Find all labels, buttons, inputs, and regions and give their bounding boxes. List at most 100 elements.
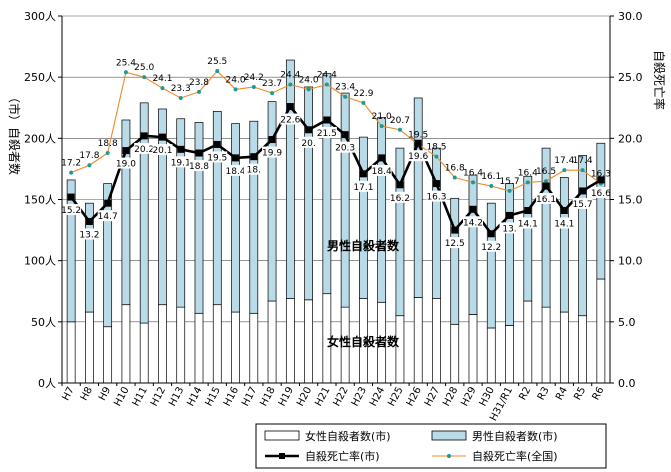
label-national-rate: 16.4 <box>463 168 483 178</box>
bar-female <box>103 326 113 384</box>
label-city-rate: 12.5 <box>445 239 465 249</box>
x-tick-label: H12 <box>149 385 168 408</box>
bar-male <box>468 174 478 315</box>
label-national-rate: 20.7 <box>390 116 410 126</box>
bar-female <box>596 278 606 384</box>
x-tick-label: R2 <box>517 385 533 402</box>
point-national-rate <box>306 87 311 92</box>
label-bg-city-rate <box>426 190 447 202</box>
point-national-rate <box>270 91 275 96</box>
right-tick-label: 30.0 <box>618 10 643 23</box>
left-tick-label: 300人 <box>24 10 56 23</box>
label-national-rate: 23.3 <box>171 84 191 94</box>
point-national-rate <box>471 180 475 185</box>
point-national-rate <box>361 100 366 105</box>
label-national-rate: 17.4 <box>554 156 574 166</box>
legend-swatch-female <box>264 430 300 441</box>
label-bg-city-rate <box>97 210 118 222</box>
legend-label-city-rate: 自殺死亡率(市) <box>305 449 380 463</box>
label-national-rate: 24.1 <box>152 74 172 84</box>
label-city-rate: 19.0 <box>116 160 136 170</box>
label-city-rate: 15.2 <box>61 206 81 216</box>
point-national-rate <box>69 170 74 175</box>
point-city-rate <box>560 207 568 215</box>
x-tick-label: H17 <box>240 385 259 408</box>
label-bg-city-rate <box>408 150 429 162</box>
label-bg-city-rate <box>353 180 374 192</box>
bar-male <box>432 147 441 299</box>
label-national-rate: 25.0 <box>134 63 154 73</box>
point-city-rate <box>323 116 331 124</box>
bar-male <box>267 101 277 302</box>
label-national-rate: 16.5 <box>536 167 556 177</box>
point-city-rate <box>177 145 185 153</box>
label-national-rate: 19.5 <box>408 130 428 140</box>
point-city-rate <box>122 147 130 155</box>
label-city-rate: 14.1 <box>518 220 538 230</box>
x-tick-label: H10 <box>112 385 131 408</box>
point-city-rate <box>359 170 367 178</box>
bar-male <box>359 136 368 299</box>
bar-female <box>121 304 131 384</box>
label-city-rate: 18.8 <box>189 162 209 172</box>
x-tick-label: H16 <box>222 385 241 408</box>
point-national-rate <box>178 95 183 100</box>
label-national-rate: 16.4 <box>518 168 538 178</box>
point-city-rate <box>305 126 313 134</box>
x-tick-label: H20 <box>295 385 314 408</box>
x-tick-label: H18 <box>258 385 277 408</box>
label-city-rate: 13. <box>502 224 516 234</box>
bar-male <box>523 175 533 302</box>
point-national-rate <box>525 180 530 185</box>
label-city-rate: 22.6 <box>280 116 300 126</box>
bar-male <box>158 108 167 306</box>
bar-male <box>596 142 606 280</box>
label-city-rate: 16.6 <box>591 189 611 199</box>
label-national-rate: 18.5 <box>426 143 446 153</box>
legend-marker-city-rate <box>279 453 285 459</box>
left-tick-label: 50人 <box>31 316 56 329</box>
point-national-rate <box>87 163 92 168</box>
x-tick-label: H26 <box>405 385 424 408</box>
label-national-rate: 21.0 <box>372 112 392 122</box>
label-bg-city-rate <box>499 222 520 234</box>
bar-female <box>468 314 478 384</box>
bar-male <box>450 197 460 325</box>
label-bg-city-rate <box>170 156 191 168</box>
label-national-rate: 23.4 <box>335 83 355 93</box>
point-national-rate <box>142 75 147 80</box>
label-city-rate: 14.1 <box>554 220 574 230</box>
point-city-rate <box>140 132 148 140</box>
label-city-rate: 19.5 <box>207 153 227 163</box>
x-tick-label: H29 <box>459 385 478 408</box>
point-city-rate <box>524 207 532 215</box>
left-tick-label: 200人 <box>24 132 56 145</box>
bar-male <box>103 183 113 328</box>
label-city-rate: 16.2 <box>390 194 410 204</box>
legend-label-female: 女性自殺者数(市) <box>305 429 391 443</box>
bar-female <box>158 304 167 384</box>
label-national-rate: 24.0 <box>299 75 319 85</box>
bar-male <box>559 177 569 313</box>
label-national-rate: 17.8 <box>79 151 99 161</box>
x-tick-label: H7 <box>61 385 77 402</box>
gridlines <box>62 15 610 323</box>
bar-male <box>66 179 76 323</box>
bar-male <box>413 97 423 298</box>
label-city-rate: 20.3 <box>335 144 355 154</box>
left-tick-label: 150人 <box>24 194 56 207</box>
label-national-rate: 15.7 <box>500 177 520 187</box>
x-tick-label: H28 <box>441 385 460 408</box>
label-national-rate: 16.3 <box>591 170 611 180</box>
bar-female <box>413 297 423 384</box>
female-annotation: 女性自殺者数 <box>327 334 400 349</box>
label-city-rate: 21.5 <box>317 129 337 139</box>
label-city-rate: 19.1 <box>171 158 191 168</box>
label-bg-city-rate <box>189 160 209 172</box>
left-tick-label: 0人 <box>38 377 56 390</box>
bar-female <box>432 298 441 384</box>
x-tick-label: H24 <box>368 385 387 408</box>
label-city-rate: 18.4 <box>226 167 246 177</box>
label-bg-city-rate <box>389 191 410 203</box>
label-bg-city-rate <box>590 186 611 198</box>
